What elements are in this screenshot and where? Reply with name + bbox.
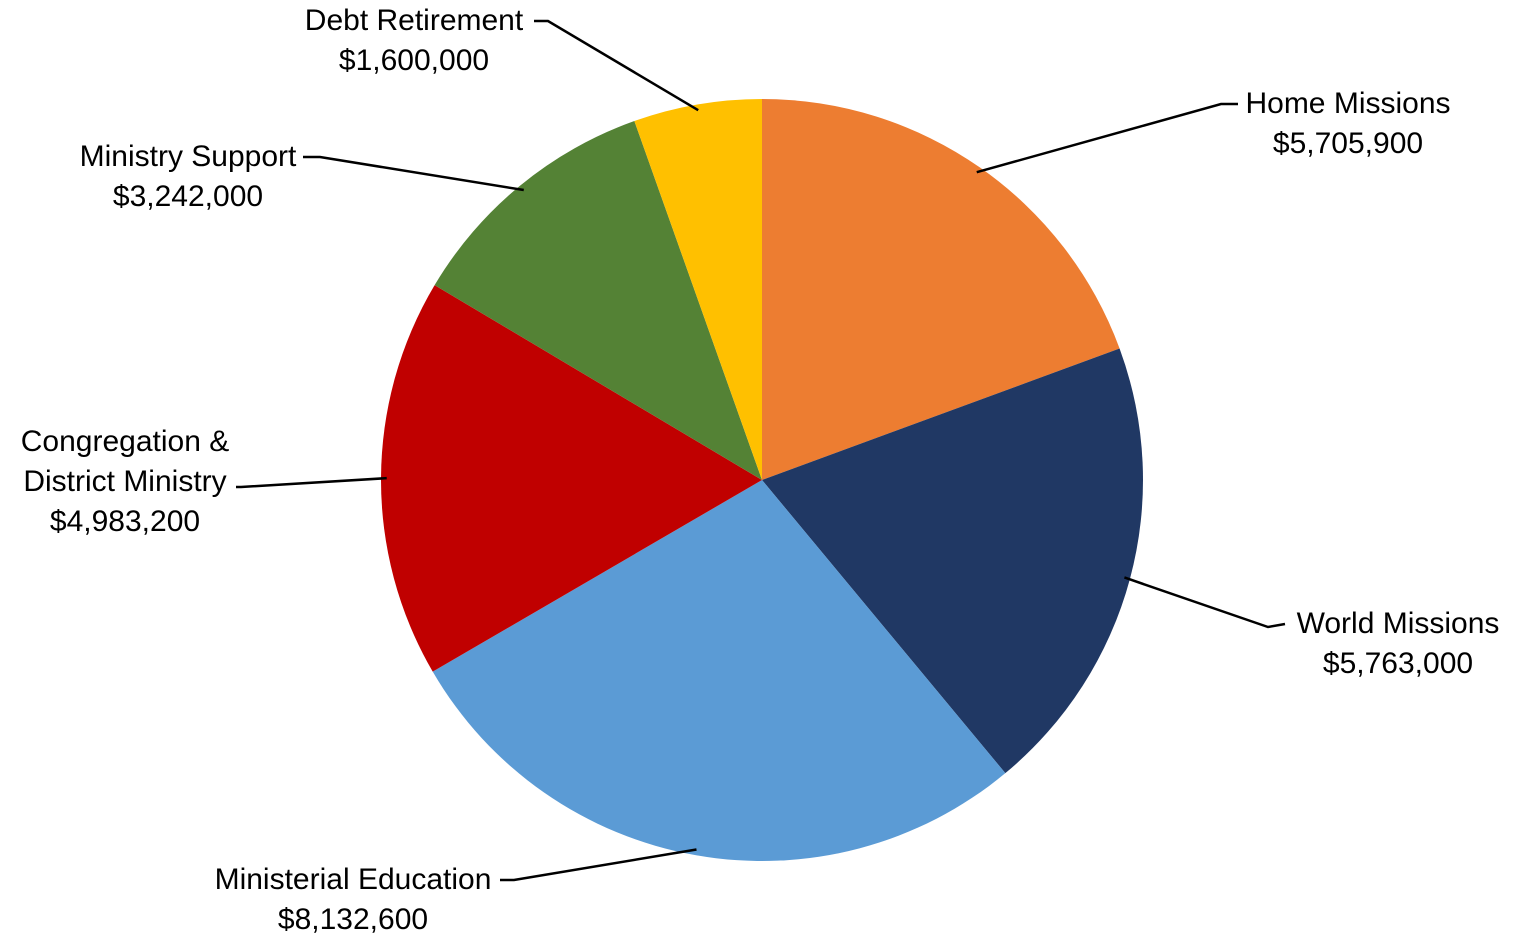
data-label-name-line: World Missions [1297,607,1500,640]
data-label-value: $8,132,600 [278,903,428,936]
data-label-ministerial-education: Ministerial Education $8,132,600 [215,863,492,936]
data-label-value: $5,705,900 [1273,127,1423,160]
data-label-value: $4,983,200 [50,505,200,538]
leader-line-debt-retirement [534,19,699,112]
data-label-congregation-and-district-ministry: Congregation & District Ministry $4,983,20… [21,425,229,538]
leader-line-congregation-and-district-ministry [236,476,387,489]
data-label-name-line: Congregation & [21,425,229,458]
data-label-name-line: Ministry Support [80,140,297,173]
data-label-debt-retirement: Debt Retirement $1,600,000 [305,4,524,77]
leader-line-world-missions [1123,576,1286,629]
data-labels-layer: Home Missions $5,705,900 World Missions $5,… [21,4,1500,936]
data-label-world-missions: World Missions $5,763,000 [1297,607,1500,680]
leader-lines-layer [236,19,1286,882]
data-label-value: $1,600,000 [339,44,489,77]
leader-line-ministerial-education [500,848,697,882]
data-label-ministry-support: Ministry Support $3,242,000 [80,140,297,213]
data-label-value: $5,763,000 [1323,647,1473,680]
pie-slice-congregation-and-district-ministry [381,285,762,672]
leader-line-home-missions [976,102,1238,174]
data-label-name-line: Ministerial Education [215,863,492,896]
slices-layer [381,99,1143,861]
leader-line-ministry-support [303,155,524,192]
data-label-name-line: Home Missions [1245,87,1450,120]
pie-slice-ministerial-education [432,480,1006,861]
pie-slice-debt-retirement [634,99,762,480]
data-label-name-line: District Ministry [23,465,226,498]
data-label-home-missions: Home Missions $5,705,900 [1245,87,1450,160]
data-label-value: $3,242,000 [113,180,263,213]
pie-slice-home-missions [762,99,1120,480]
pie-slice-ministry-support [434,121,762,481]
pie-slice-world-missions [762,348,1143,774]
data-label-name-line: Debt Retirement [305,4,524,37]
